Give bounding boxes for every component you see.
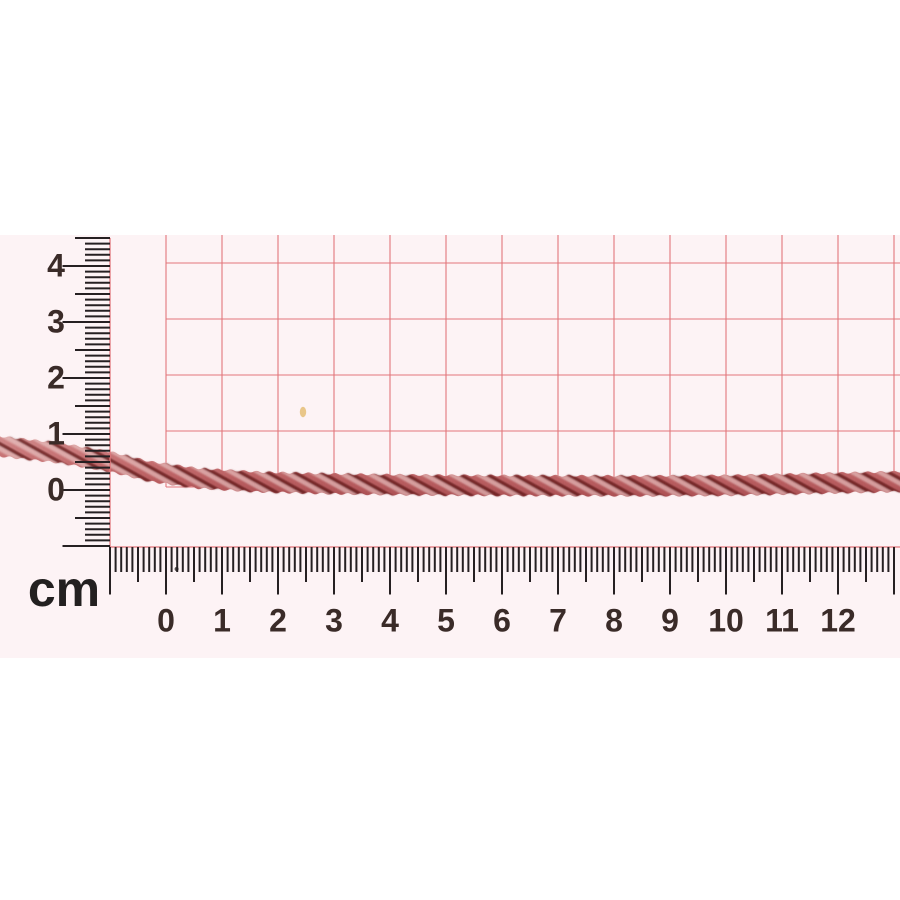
svg-text:0: 0	[47, 472, 65, 508]
svg-text:cm: cm	[28, 561, 100, 617]
svg-text:12: 12	[820, 603, 856, 639]
svg-text:1: 1	[213, 603, 231, 639]
svg-text:1: 1	[47, 416, 65, 452]
svg-text:6: 6	[493, 603, 511, 639]
svg-text:4: 4	[47, 248, 65, 284]
svg-text:10: 10	[708, 603, 744, 639]
svg-text:0: 0	[157, 603, 175, 639]
svg-text:4: 4	[381, 603, 399, 639]
svg-text:11: 11	[765, 603, 799, 639]
svg-text:8: 8	[605, 603, 623, 639]
svg-text:3: 3	[47, 304, 65, 340]
svg-text:3: 3	[325, 603, 343, 639]
svg-text:7: 7	[549, 603, 567, 639]
svg-text:9: 9	[661, 603, 679, 639]
svg-text:2: 2	[269, 603, 287, 639]
svg-text:2: 2	[47, 360, 65, 396]
svg-text:5: 5	[437, 603, 455, 639]
